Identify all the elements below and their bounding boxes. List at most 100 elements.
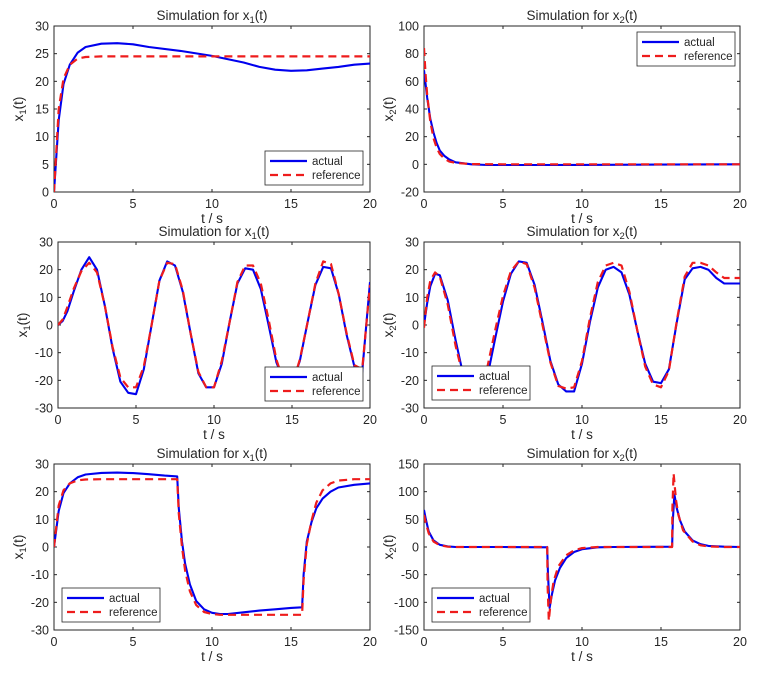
y-tick-label: -150: [394, 624, 419, 638]
y-tick-label: 100: [398, 20, 419, 34]
series-line-actual: [54, 42, 370, 192]
subplot-title: Simulation for x2(t): [526, 224, 637, 242]
legend: actual reference: [431, 587, 531, 623]
x-tick-label: 15: [654, 197, 668, 211]
x-tick-label: 10: [575, 197, 589, 211]
y-tick-label: 20: [405, 130, 419, 144]
subplot-title: Simulation for x1(t): [158, 224, 269, 242]
y-tick-label: 30: [405, 236, 419, 250]
legend-box: [264, 366, 364, 402]
y-axis-label: x2(t): [381, 97, 399, 122]
legend: actual reference: [264, 366, 364, 402]
subplot-6: 0 5 10 15 20 -150 -100 -50 0 50 100 150 Simulation f…: [381, 446, 747, 664]
legend-label-actual: actual: [312, 156, 343, 168]
subplot-title: Simulation for x2(t): [526, 446, 637, 464]
x-tick-label: 10: [205, 197, 219, 211]
x-tick-label: 15: [284, 635, 298, 649]
y-tick-label: -10: [401, 346, 419, 360]
legend-label-actual: actual: [479, 593, 510, 605]
x-tick-label: 20: [733, 413, 747, 427]
x-tick-label: 20: [733, 197, 747, 211]
y-tick-label: -20: [401, 374, 419, 388]
x-tick-label: 0: [421, 197, 428, 211]
legend: actual reference: [636, 31, 736, 67]
x-tick-label: 10: [205, 635, 219, 649]
x-tick-label: 20: [363, 413, 377, 427]
legend-label-reference: reference: [312, 170, 361, 182]
series-line-reference: [424, 48, 740, 166]
y-tick-label: -100: [394, 596, 419, 610]
legend-label-reference: reference: [479, 607, 528, 619]
x-axis-label: t / s: [571, 649, 593, 664]
x-axis-label: t / s: [203, 427, 225, 442]
y-tick-label: 0: [412, 319, 419, 333]
y-tick-label: 10: [35, 513, 49, 527]
y-tick-label: 20: [35, 75, 49, 89]
legend-box: [264, 150, 364, 186]
series-line-reference: [54, 478, 370, 616]
y-tick-label: -10: [35, 346, 53, 360]
subplot-title: Simulation for x1(t): [156, 446, 267, 464]
y-tick-label: 25: [35, 47, 49, 61]
x-tick-label: 10: [575, 635, 589, 649]
y-tick-label: 0: [42, 186, 49, 200]
y-tick-label: -20: [31, 596, 49, 610]
legend-label-actual: actual: [312, 372, 343, 384]
legend-label-reference: reference: [312, 386, 361, 398]
x-tick-label: 0: [421, 635, 428, 649]
legend: actual reference: [61, 587, 161, 623]
legend: actual reference: [264, 150, 364, 186]
x-tick-label: 15: [284, 197, 298, 211]
x-tick-label: 0: [51, 197, 58, 211]
y-tick-label: -20: [401, 186, 419, 200]
y-tick-label: 40: [405, 103, 419, 117]
series-line-reference: [424, 472, 740, 622]
legend-label-reference: reference: [109, 607, 158, 619]
x-axis-label: t / s: [571, 427, 593, 442]
y-tick-label: 20: [35, 485, 49, 499]
x-tick-label: 10: [207, 413, 221, 427]
subplot-1: 0 5 10 15 20 0 5 10 15 20 25 30 Simulation for x1(t)…: [11, 8, 377, 226]
y-axis-label: x1(t): [15, 313, 33, 338]
y-tick-label: 50: [405, 513, 419, 527]
subplot-3: 0 5 10 15 20 -30 -20 -10 0 10 20 30 Simulation for x…: [15, 224, 377, 442]
legend-label-reference: reference: [479, 385, 528, 397]
y-tick-label: 80: [405, 47, 419, 61]
y-tick-label: 0: [46, 319, 53, 333]
y-tick-label: -20: [35, 374, 53, 388]
y-tick-label: 30: [35, 458, 49, 472]
subplot-title: Simulation for x2(t): [526, 8, 637, 26]
legend-label-actual: actual: [109, 593, 140, 605]
legend-box: [61, 587, 161, 623]
y-tick-label: 5: [42, 158, 49, 172]
x-tick-label: 0: [55, 413, 62, 427]
x-tick-label: 20: [733, 635, 747, 649]
y-tick-label: 10: [39, 291, 53, 305]
legend-box: [431, 365, 531, 401]
y-tick-label: 20: [405, 263, 419, 277]
x-tick-label: 5: [130, 635, 137, 649]
y-tick-label: 0: [412, 541, 419, 555]
y-axis-label: x1(t): [11, 97, 29, 122]
y-tick-label: -30: [401, 402, 419, 416]
y-tick-label: 30: [35, 20, 49, 34]
x-tick-label: 10: [575, 413, 589, 427]
y-tick-label: 0: [42, 541, 49, 555]
y-tick-label: 0: [412, 158, 419, 172]
y-tick-label: -30: [35, 402, 53, 416]
x-tick-label: 20: [363, 197, 377, 211]
legend-label-reference: reference: [684, 51, 733, 63]
y-tick-label: -10: [31, 568, 49, 582]
legend-box: [636, 31, 736, 67]
subplot-4: 0 5 10 15 20 -30 -20 -10 0 10 20 30 Simulation for x…: [381, 224, 747, 442]
legend-label-actual: actual: [684, 37, 715, 49]
legend: actual reference: [431, 365, 531, 401]
series-line-reference: [54, 55, 370, 192]
x-tick-label: 5: [500, 197, 507, 211]
x-axis-label: t / s: [201, 649, 223, 664]
x-tick-label: 15: [285, 413, 299, 427]
x-tick-label: 5: [133, 413, 140, 427]
x-axis-label: t / s: [571, 211, 593, 226]
y-tick-label: 100: [398, 485, 419, 499]
